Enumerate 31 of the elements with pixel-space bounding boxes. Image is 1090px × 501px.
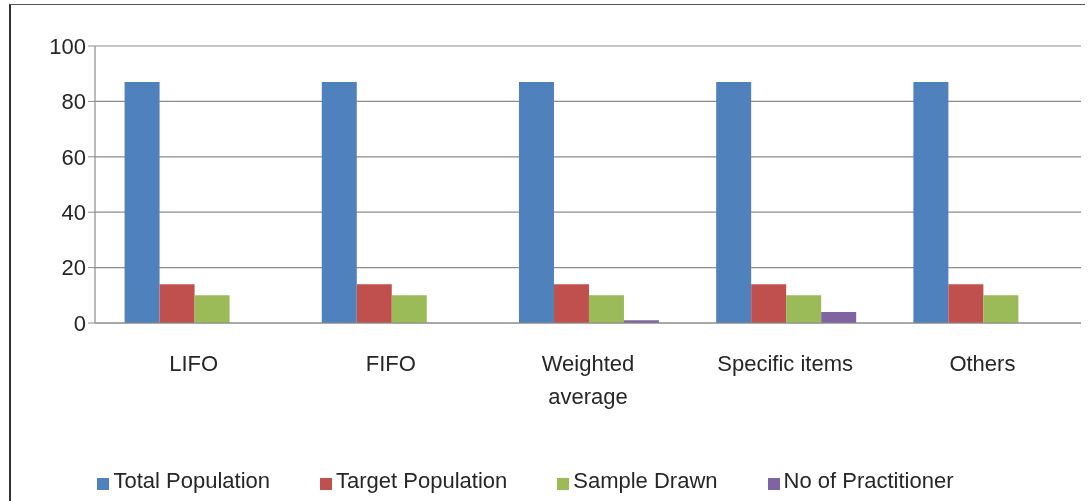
x-tick-label: FIFO (365, 351, 416, 376)
y-tick-label: 60 (61, 144, 86, 170)
y-tick-label: 0 (73, 310, 86, 336)
bar (518, 82, 554, 323)
y-tick-label: 80 (61, 89, 86, 115)
bar (588, 295, 624, 323)
x-tick-label: LIFO (169, 351, 219, 376)
bar (553, 284, 589, 323)
bar (948, 284, 984, 323)
legend-label: No of Practitioner (783, 468, 954, 493)
legend-label: Sample Drawn (573, 468, 718, 493)
y-tick-label: 40 (61, 200, 86, 226)
bar (321, 82, 357, 323)
bar (786, 295, 822, 323)
bar (159, 284, 195, 323)
bar (391, 295, 427, 323)
bar (983, 295, 1019, 323)
bar (356, 284, 392, 323)
y-tick-label: 20 (61, 255, 86, 281)
bar (821, 311, 857, 323)
bar (913, 82, 949, 323)
x-tick-label: Others (949, 351, 1016, 376)
legend-label: Total Population (113, 468, 271, 493)
x-tick-label: Specific items (717, 351, 854, 376)
bar (751, 284, 787, 323)
bar (124, 82, 160, 323)
x-tick-label: Weighted average (541, 351, 635, 409)
bar (716, 82, 752, 323)
bar (194, 295, 230, 323)
legend-label: Target Population (336, 468, 508, 493)
y-tick-label: 100 (49, 33, 86, 59)
